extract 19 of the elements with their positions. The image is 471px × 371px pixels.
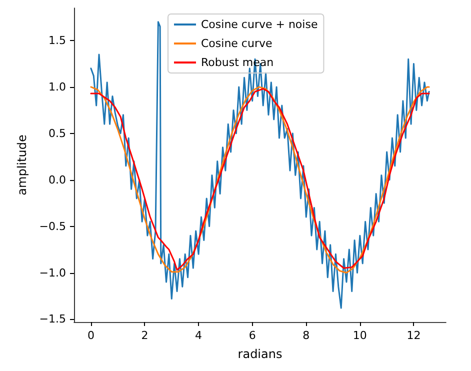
x-tick-label: 6 (248, 329, 256, 342)
x-tick-label: 12 (406, 329, 421, 342)
legend-label: Cosine curve (201, 37, 272, 50)
x-axis-title: radians (238, 347, 282, 361)
line-series (90, 21, 430, 309)
y-tick-label: −1.0 (39, 266, 66, 280)
legend-label: Cosine curve + noise (201, 18, 318, 31)
y-tick-label: 0.5 (48, 126, 66, 140)
y-tick-label: −0.5 (39, 220, 66, 233)
x-tick-label: 0 (87, 329, 94, 342)
y-axis-title: amplitude (15, 134, 29, 196)
x-tick-label: 4 (195, 329, 202, 342)
x-tick-label: 2 (141, 329, 148, 342)
y-tick-label: 1.0 (48, 80, 66, 94)
x-tick-label: 10 (352, 329, 367, 342)
y-tick-label: −1.5 (39, 312, 66, 326)
x-tick-label: 8 (302, 329, 310, 342)
y-tick-label: 0.0 (48, 173, 66, 186)
y-tick-label: 1.5 (48, 34, 66, 48)
